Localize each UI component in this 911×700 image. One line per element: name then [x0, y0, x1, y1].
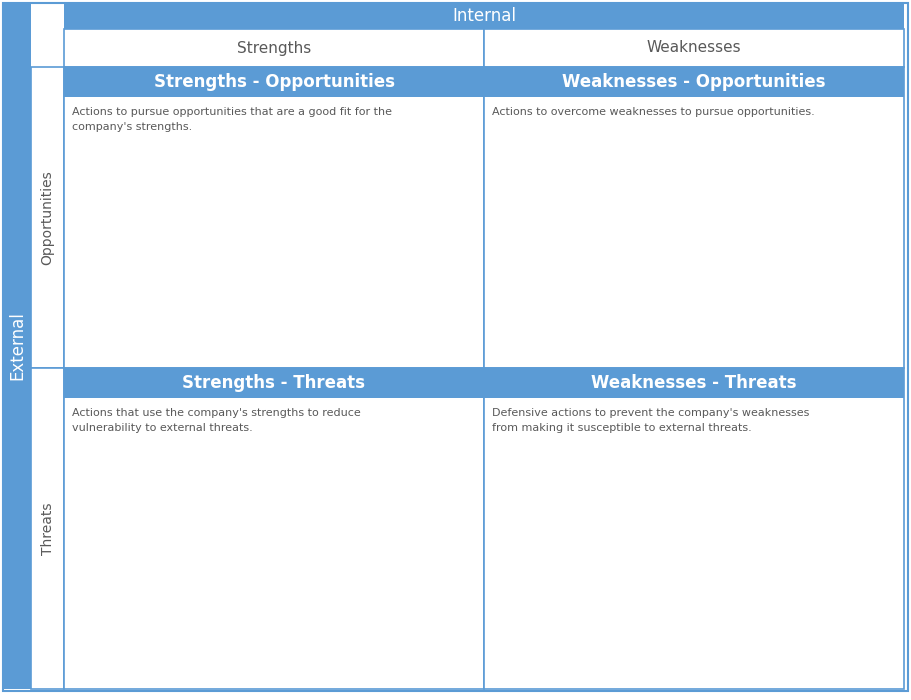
Text: Defensive actions to prevent the company's weaknesses
from making it susceptible: Defensive actions to prevent the company… [492, 408, 809, 433]
Text: Strengths - Opportunities: Strengths - Opportunities [153, 73, 394, 91]
Text: Opportunities: Opportunities [40, 170, 55, 265]
Text: Actions that use the company's strengths to reduce
vulnerability to external thr: Actions that use the company's strengths… [72, 408, 361, 433]
Text: Weaknesses - Opportunities: Weaknesses - Opportunities [562, 73, 825, 91]
Bar [64, 368, 484, 689]
Text: Actions to pursue opportunities that are a good fit for the
company's strengths.: Actions to pursue opportunities that are… [72, 107, 392, 132]
Bar [31, 368, 64, 689]
Text: External: External [8, 312, 26, 380]
Bar [64, 67, 484, 368]
Text: Strengths: Strengths [237, 41, 312, 55]
Text: Threats: Threats [40, 503, 55, 554]
Bar [484, 368, 904, 689]
Bar [484, 368, 904, 398]
Bar [64, 368, 484, 398]
Bar [3, 3, 31, 689]
Bar [484, 67, 904, 97]
Bar [64, 3, 904, 29]
Bar [64, 67, 484, 97]
Bar [484, 67, 904, 368]
Text: Weaknesses - Threats: Weaknesses - Threats [591, 374, 797, 392]
Text: Weaknesses: Weaknesses [647, 41, 742, 55]
Bar [31, 67, 64, 368]
Text: Internal: Internal [452, 7, 516, 25]
Text: Actions to overcome weaknesses to pursue opportunities.: Actions to overcome weaknesses to pursue… [492, 107, 814, 117]
Bar [64, 29, 484, 67]
Bar [484, 29, 904, 67]
Text: Strengths - Threats: Strengths - Threats [182, 374, 365, 392]
